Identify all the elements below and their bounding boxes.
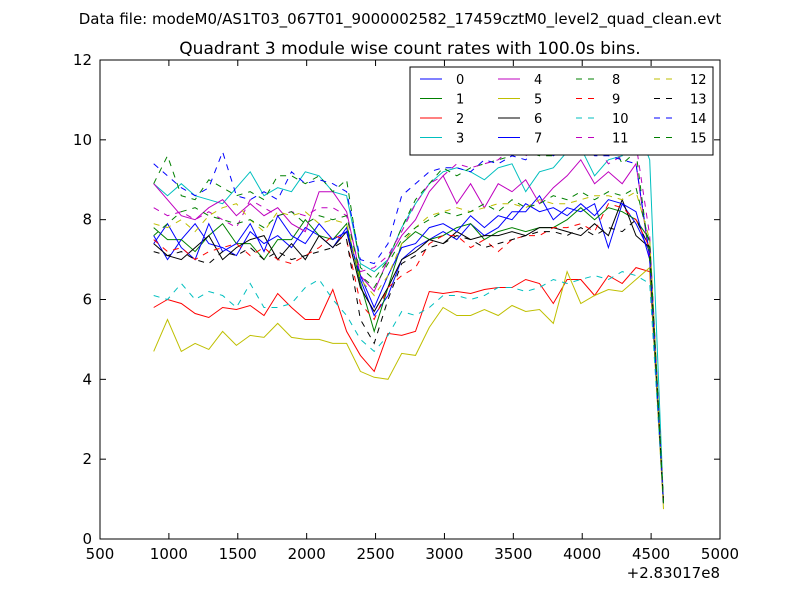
legend-label-6: 6 <box>534 112 542 127</box>
series-line-2 <box>153 267 664 504</box>
legend-label-7: 7 <box>534 132 542 147</box>
legend-label-14: 14 <box>690 112 707 127</box>
x-tick-label: 1500 <box>219 545 257 563</box>
series-line-4 <box>153 158 664 504</box>
legend-label-2: 2 <box>456 112 464 127</box>
y-tick-label: 0 <box>82 530 92 548</box>
series-layer <box>153 122 664 510</box>
y-tick-label: 2 <box>82 450 92 468</box>
series-line-7 <box>153 199 664 504</box>
legend-label-5: 5 <box>534 93 542 108</box>
x-tick-label: 3500 <box>494 545 532 563</box>
legend-label-13: 13 <box>690 93 707 108</box>
legend-label-0: 0 <box>456 73 464 88</box>
legend-label-9: 9 <box>612 93 620 108</box>
series-line-9 <box>153 203 664 504</box>
series-line-12 <box>153 190 664 504</box>
x-tick-label: 4000 <box>563 545 601 563</box>
y-tick-label: 4 <box>82 370 92 388</box>
legend-box <box>409 66 714 156</box>
series-line-13 <box>153 218 664 504</box>
x-tick-label: 500 <box>86 545 115 563</box>
series-line-15 <box>153 186 664 504</box>
x-tick-label: 2500 <box>356 545 394 563</box>
legend-label-12: 12 <box>690 73 707 88</box>
legend-label-3: 3 <box>456 132 464 147</box>
x-tick-label: 5000 <box>701 545 739 563</box>
series-line-1 <box>153 207 664 504</box>
chart-title: Quadrant 3 module wise count rates with … <box>179 39 640 59</box>
series-line-10 <box>153 271 664 504</box>
y-tick-label: 10 <box>73 131 92 149</box>
legend-label-10: 10 <box>612 112 629 127</box>
legend-label-4: 4 <box>534 73 542 88</box>
legend-label-11: 11 <box>612 132 629 147</box>
y-tick-label: 12 <box>73 51 92 69</box>
legend-label-8: 8 <box>612 73 620 88</box>
legend-label-15: 15 <box>690 132 707 147</box>
x-tick-label: 2000 <box>288 545 326 563</box>
y-tick-label: 8 <box>82 211 92 229</box>
x-tick-label: 3000 <box>425 545 463 563</box>
axis-layer: 500 1000 1500 2000 2500 3000 3500 4000 4500 5000 0… <box>73 51 739 563</box>
series-line-14 <box>153 143 664 504</box>
x-tick-label: 4500 <box>632 545 670 563</box>
x-tick-label: 1000 <box>150 545 188 563</box>
x-offset-text: +2.83017e8 <box>627 564 720 582</box>
series-line-6 <box>153 198 664 504</box>
series-line-0 <box>153 194 664 504</box>
legend-label-1: 1 <box>456 93 464 108</box>
y-tick-label: 6 <box>82 291 92 309</box>
series-line-5 <box>153 266 664 510</box>
chart-suptitle: Data file: modeM0/AS1T03_067T01_90000025… <box>79 10 722 29</box>
